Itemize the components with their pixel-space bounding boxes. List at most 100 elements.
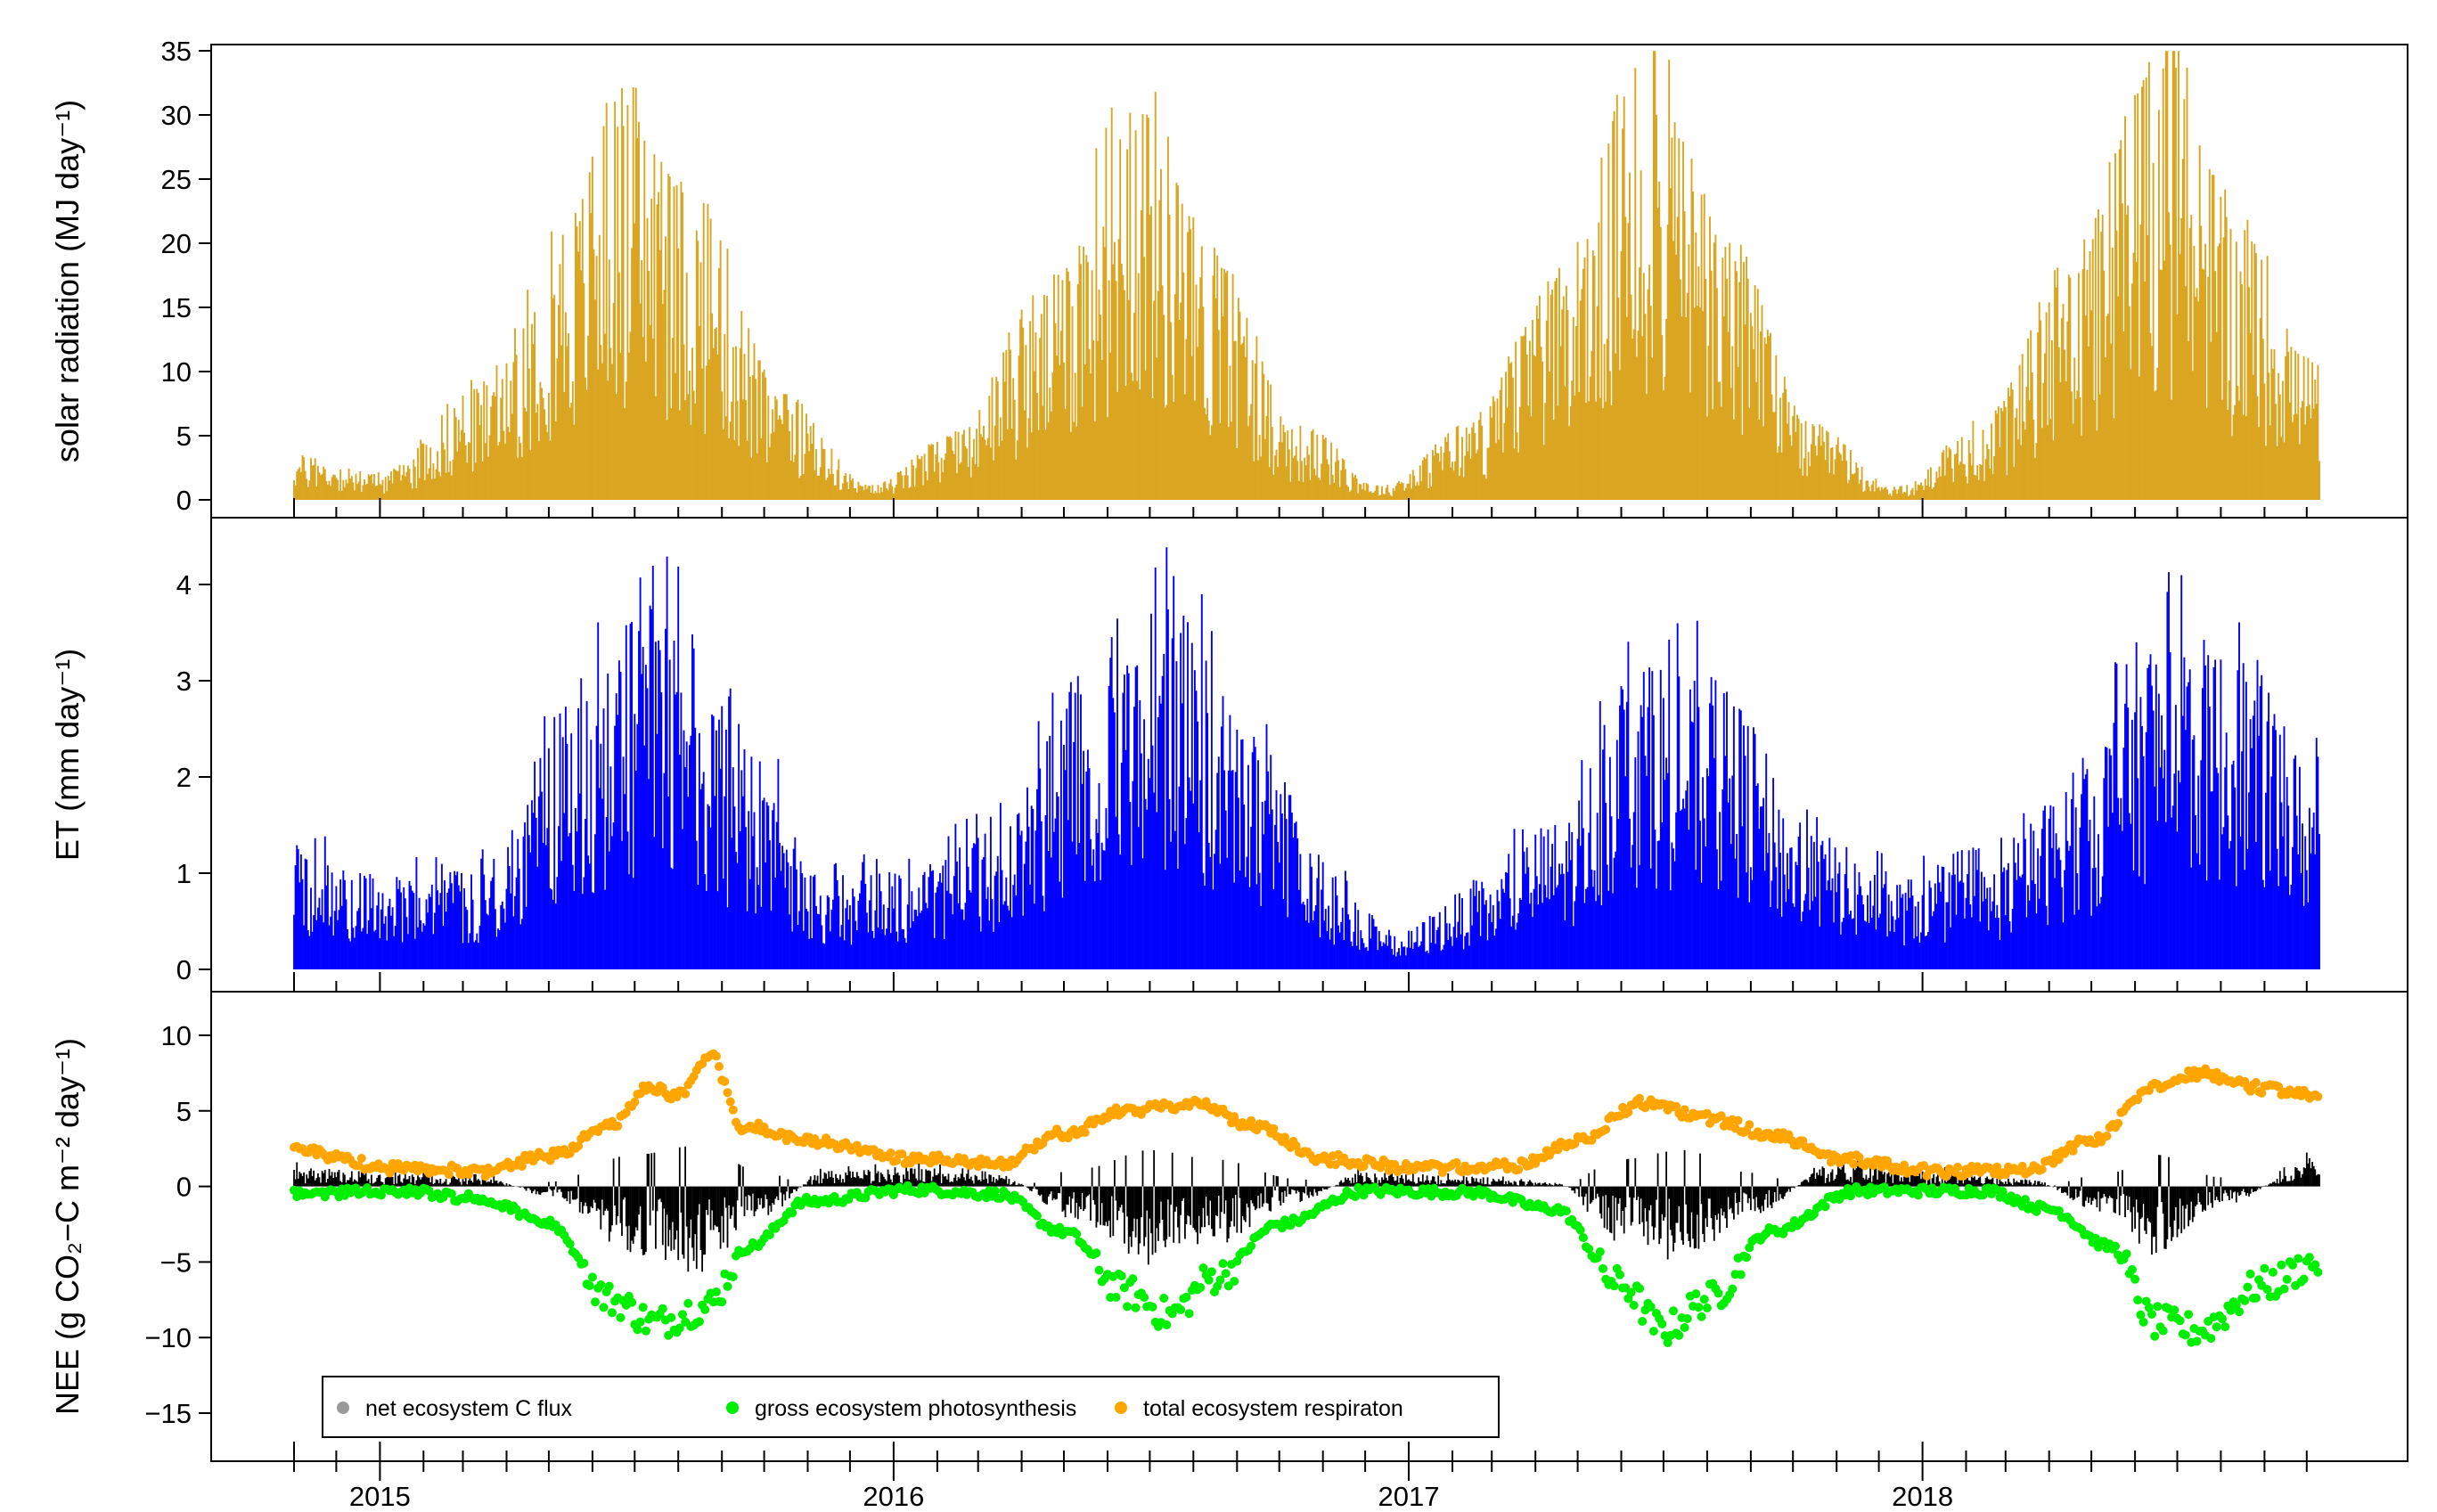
gpp-point: [1119, 1283, 1129, 1293]
gpp-point: [788, 1208, 797, 1218]
y-axis: 0 1 2 3 4: [176, 569, 211, 985]
gpp-point: [1694, 1303, 1704, 1312]
solar-radiation-panel: 0 5 10 15 20 25 30 35 solar radiation (MJ day⁻¹): [49, 36, 2408, 519]
gpp-point: [717, 1297, 727, 1307]
gpp-point: [1221, 1269, 1231, 1279]
gpp-point: [1635, 1284, 1645, 1294]
y-tick-label: 1: [176, 858, 192, 889]
gpp-point: [700, 1304, 710, 1314]
gpp-point: [1184, 1309, 1194, 1319]
gpp-point: [1742, 1253, 1752, 1263]
y-axis-title: solar radiation (MJ day⁻¹): [49, 100, 86, 462]
gpp-point: [694, 1317, 704, 1327]
y-tick-label: 30: [161, 100, 192, 131]
gpp-point: [627, 1297, 637, 1307]
bar-series: [293, 51, 2320, 500]
gpp-point: [1176, 1305, 1186, 1314]
gpp-point: [711, 1287, 721, 1296]
gpp-point: [1215, 1275, 1225, 1285]
evapotranspiration-panel: 0 1 2 3 4 ET (mm day⁻¹): [49, 517, 2408, 993]
y-tick-label: 15: [161, 292, 192, 323]
gpp-point: [1578, 1233, 1588, 1243]
gpp-point: [1094, 1265, 1104, 1275]
gpp-point: [664, 1330, 674, 1340]
y-axis-title: NEE (g CO₂−C m⁻² day⁻¹): [49, 1038, 86, 1415]
gpp-point: [587, 1272, 597, 1282]
gpp-point: [1699, 1295, 1709, 1304]
gpp-point: [1702, 1304, 1712, 1312]
gpp-point: [1198, 1263, 1208, 1272]
gpp-point: [1206, 1267, 1216, 1277]
gpp-point: [1745, 1243, 1754, 1253]
gpp-point: [1663, 1338, 1672, 1347]
gpp-point: [1913, 1190, 1923, 1200]
gpp-point: [591, 1297, 600, 1307]
nee-bars: [293, 1146, 2320, 1272]
y-tick-label: 10: [161, 356, 192, 388]
y-axis-title: ET (mm day⁻¹): [49, 649, 86, 861]
gpp-point: [551, 1220, 560, 1230]
gpp-point: [599, 1303, 609, 1312]
nee-panel: −15 −10 −5 0 5 10 NEE (g CO₂−C m⁻² day⁻¹): [49, 991, 2408, 1462]
y-tick-label: 2: [176, 762, 192, 793]
gpp-point: [1196, 1283, 1206, 1292]
gpp-point: [604, 1281, 614, 1291]
plot-frame: [210, 991, 2408, 1462]
y-tick-label: 5: [176, 1096, 192, 1127]
y-tick-label: 20: [161, 228, 192, 259]
gpp-point: [1072, 1230, 1082, 1238]
gpp-point: [1615, 1270, 1624, 1279]
gpp-point: [1674, 1330, 1684, 1340]
gpp-point: [723, 1281, 732, 1291]
gpp-point: [1728, 1284, 1738, 1294]
gpp-point: [608, 1308, 617, 1318]
gpp-point: [765, 1230, 774, 1239]
gpp-points: [290, 1181, 2323, 1347]
gpp-point: [1998, 1187, 2008, 1197]
gpp-point: [1626, 1287, 1636, 1297]
gpp-point: [1820, 1202, 1830, 1212]
y-tick-label: 0: [176, 1172, 192, 1203]
y-tick-label: 4: [176, 569, 192, 601]
gpp-point: [565, 1239, 575, 1249]
y-tick-label: 5: [176, 421, 192, 452]
gpp-point: [1609, 1281, 1619, 1291]
gpp-point: [1682, 1314, 1692, 1323]
gpp-point: [683, 1298, 693, 1308]
bar-series: [293, 547, 2320, 969]
gpp-point: [1359, 1190, 1369, 1200]
gpp-point: [1230, 1277, 1239, 1286]
gpp-point: [1697, 1312, 1706, 1321]
gpp-point: [1561, 1206, 1571, 1216]
y-axis: 0 5 10 15 20 25 30 35: [161, 36, 211, 516]
gpp-point: [728, 1272, 738, 1281]
gpp-point: [596, 1280, 606, 1289]
gpp-point: [585, 1281, 594, 1290]
gpp-point: [1646, 1302, 1656, 1312]
gpp-point: [2032, 1206, 2041, 1216]
y-tick-label: 10: [161, 1020, 192, 1051]
gpp-point: [1638, 1317, 1648, 1326]
y-tick-label: 3: [176, 666, 192, 697]
gpp-point: [1182, 1292, 1191, 1302]
gpp-point: [446, 1189, 456, 1198]
gpp-point: [1131, 1303, 1141, 1312]
gpp-point: [1140, 1293, 1149, 1303]
gpp-point: [1111, 1293, 1121, 1302]
gpp-point: [666, 1312, 676, 1322]
gpp-point: [1123, 1302, 1133, 1312]
gpp-point: [1159, 1294, 1169, 1303]
gpp-point: [579, 1258, 589, 1268]
gpp-point: [1736, 1270, 1746, 1279]
gpp-point: [616, 1312, 626, 1322]
gpp-point: [638, 1303, 648, 1312]
gpp-point: [1128, 1274, 1138, 1284]
gpp-point: [1595, 1247, 1605, 1256]
gpp-point: [641, 1326, 650, 1336]
gpp-point: [1691, 1289, 1701, 1299]
gpp-point: [1033, 1211, 1042, 1221]
gpp-point: [678, 1310, 687, 1320]
y-tick-label: −10: [144, 1322, 192, 1353]
y-tick-label: 0: [176, 954, 192, 985]
